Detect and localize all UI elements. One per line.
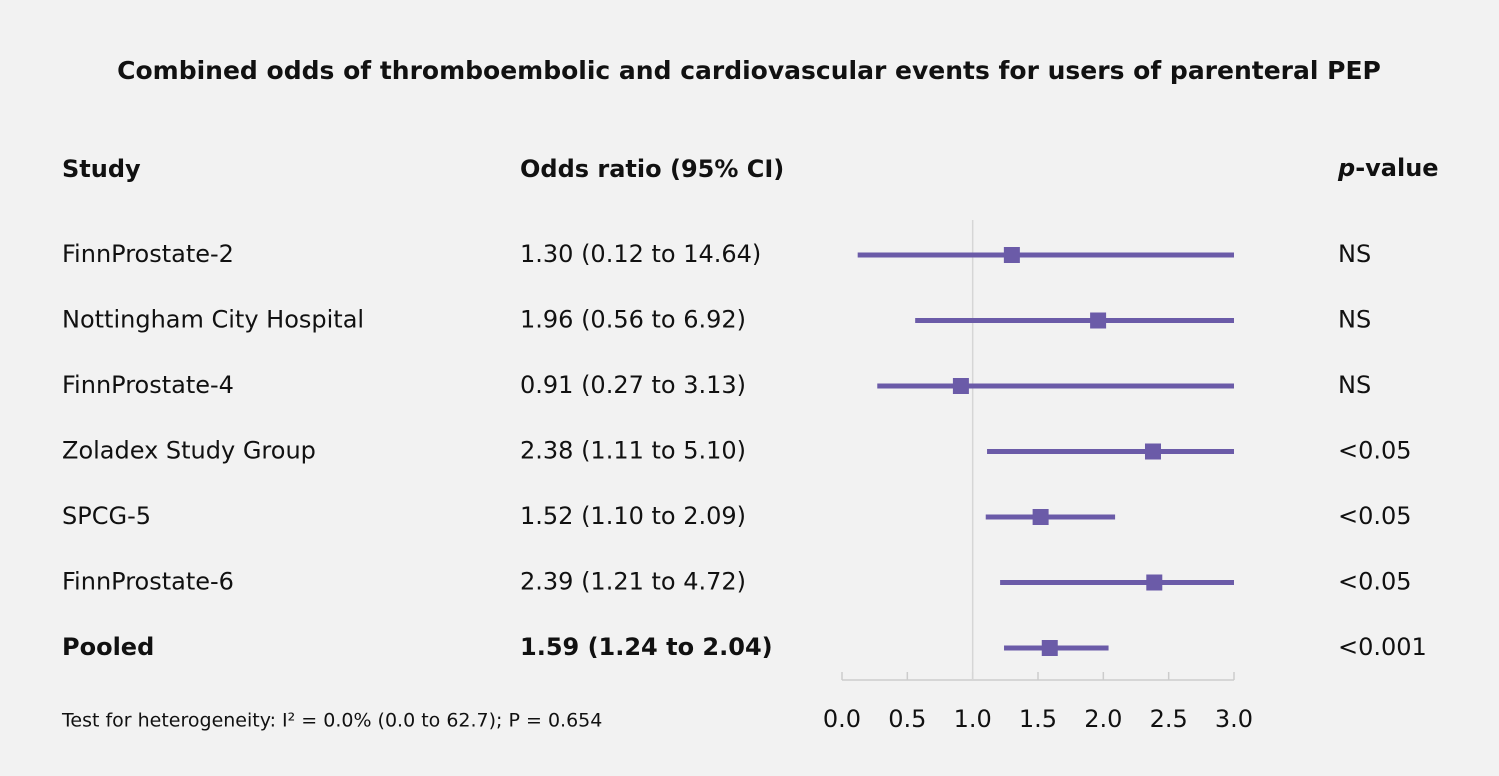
p-value: <0.05 — [1338, 502, 1412, 530]
odds-ratio-label: 1.52 (1.10 to 2.09) — [520, 502, 746, 530]
point-estimate — [952, 378, 969, 394]
study-name: FinnProstate-2 — [62, 240, 234, 268]
p-value: <0.05 — [1338, 568, 1412, 596]
chart-title: Combined odds of thromboembolic and card… — [117, 56, 1381, 85]
point-estimate — [1146, 574, 1163, 591]
x-tick-label: 1.5 — [1019, 705, 1057, 733]
odds-ratio-label: 2.39 (1.21 to 4.72) — [520, 568, 746, 596]
point-estimate — [1144, 443, 1161, 460]
p-value: NS — [1338, 240, 1371, 268]
x-tick-label: 0.5 — [888, 705, 926, 733]
x-tick-label: 2.0 — [1084, 705, 1122, 733]
point-estimate — [1032, 509, 1049, 525]
x-tick-label: 3.0 — [1215, 705, 1253, 733]
study-name: Nottingham City Hospital — [62, 306, 364, 334]
p-value: <0.05 — [1338, 437, 1412, 465]
point-estimate — [1003, 247, 1020, 263]
study-name: Zoladex Study Group — [62, 437, 316, 465]
study-name: SPCG-5 — [62, 502, 151, 530]
plot-area — [857, 252, 1234, 651]
point-estimate — [1041, 640, 1058, 656]
footnote: Test for heterogeneity: I² = 0.0% (0.0 t… — [61, 710, 602, 732]
p-value: NS — [1338, 371, 1371, 399]
column-header: Study — [62, 155, 141, 183]
x-tick-label: 0.0 — [823, 705, 861, 733]
column-header: Odds ratio (95% CI) — [520, 155, 784, 183]
odds-ratio-label: 2.38 (1.11 to 5.10) — [520, 437, 746, 465]
column-header: p-value — [1338, 154, 1439, 182]
study-name: Pooled — [62, 633, 154, 661]
study-name: FinnProstate-6 — [62, 568, 234, 596]
x-tick-label: 2.5 — [1150, 705, 1188, 733]
study-name: FinnProstate-4 — [62, 371, 234, 399]
odds-ratio-label: 1.30 (0.12 to 14.64) — [520, 240, 761, 268]
p-value: <0.001 — [1338, 633, 1427, 661]
odds-ratio-label: 1.96 (0.56 to 6.92) — [520, 306, 746, 334]
odds-ratio-label: 1.59 (1.24 to 2.04) — [520, 633, 773, 661]
p-value: NS — [1338, 306, 1371, 334]
point-estimate — [1090, 312, 1107, 329]
odds-ratio-label: 0.91 (0.27 to 3.13) — [520, 371, 746, 399]
x-tick-label: 1.0 — [954, 705, 992, 733]
